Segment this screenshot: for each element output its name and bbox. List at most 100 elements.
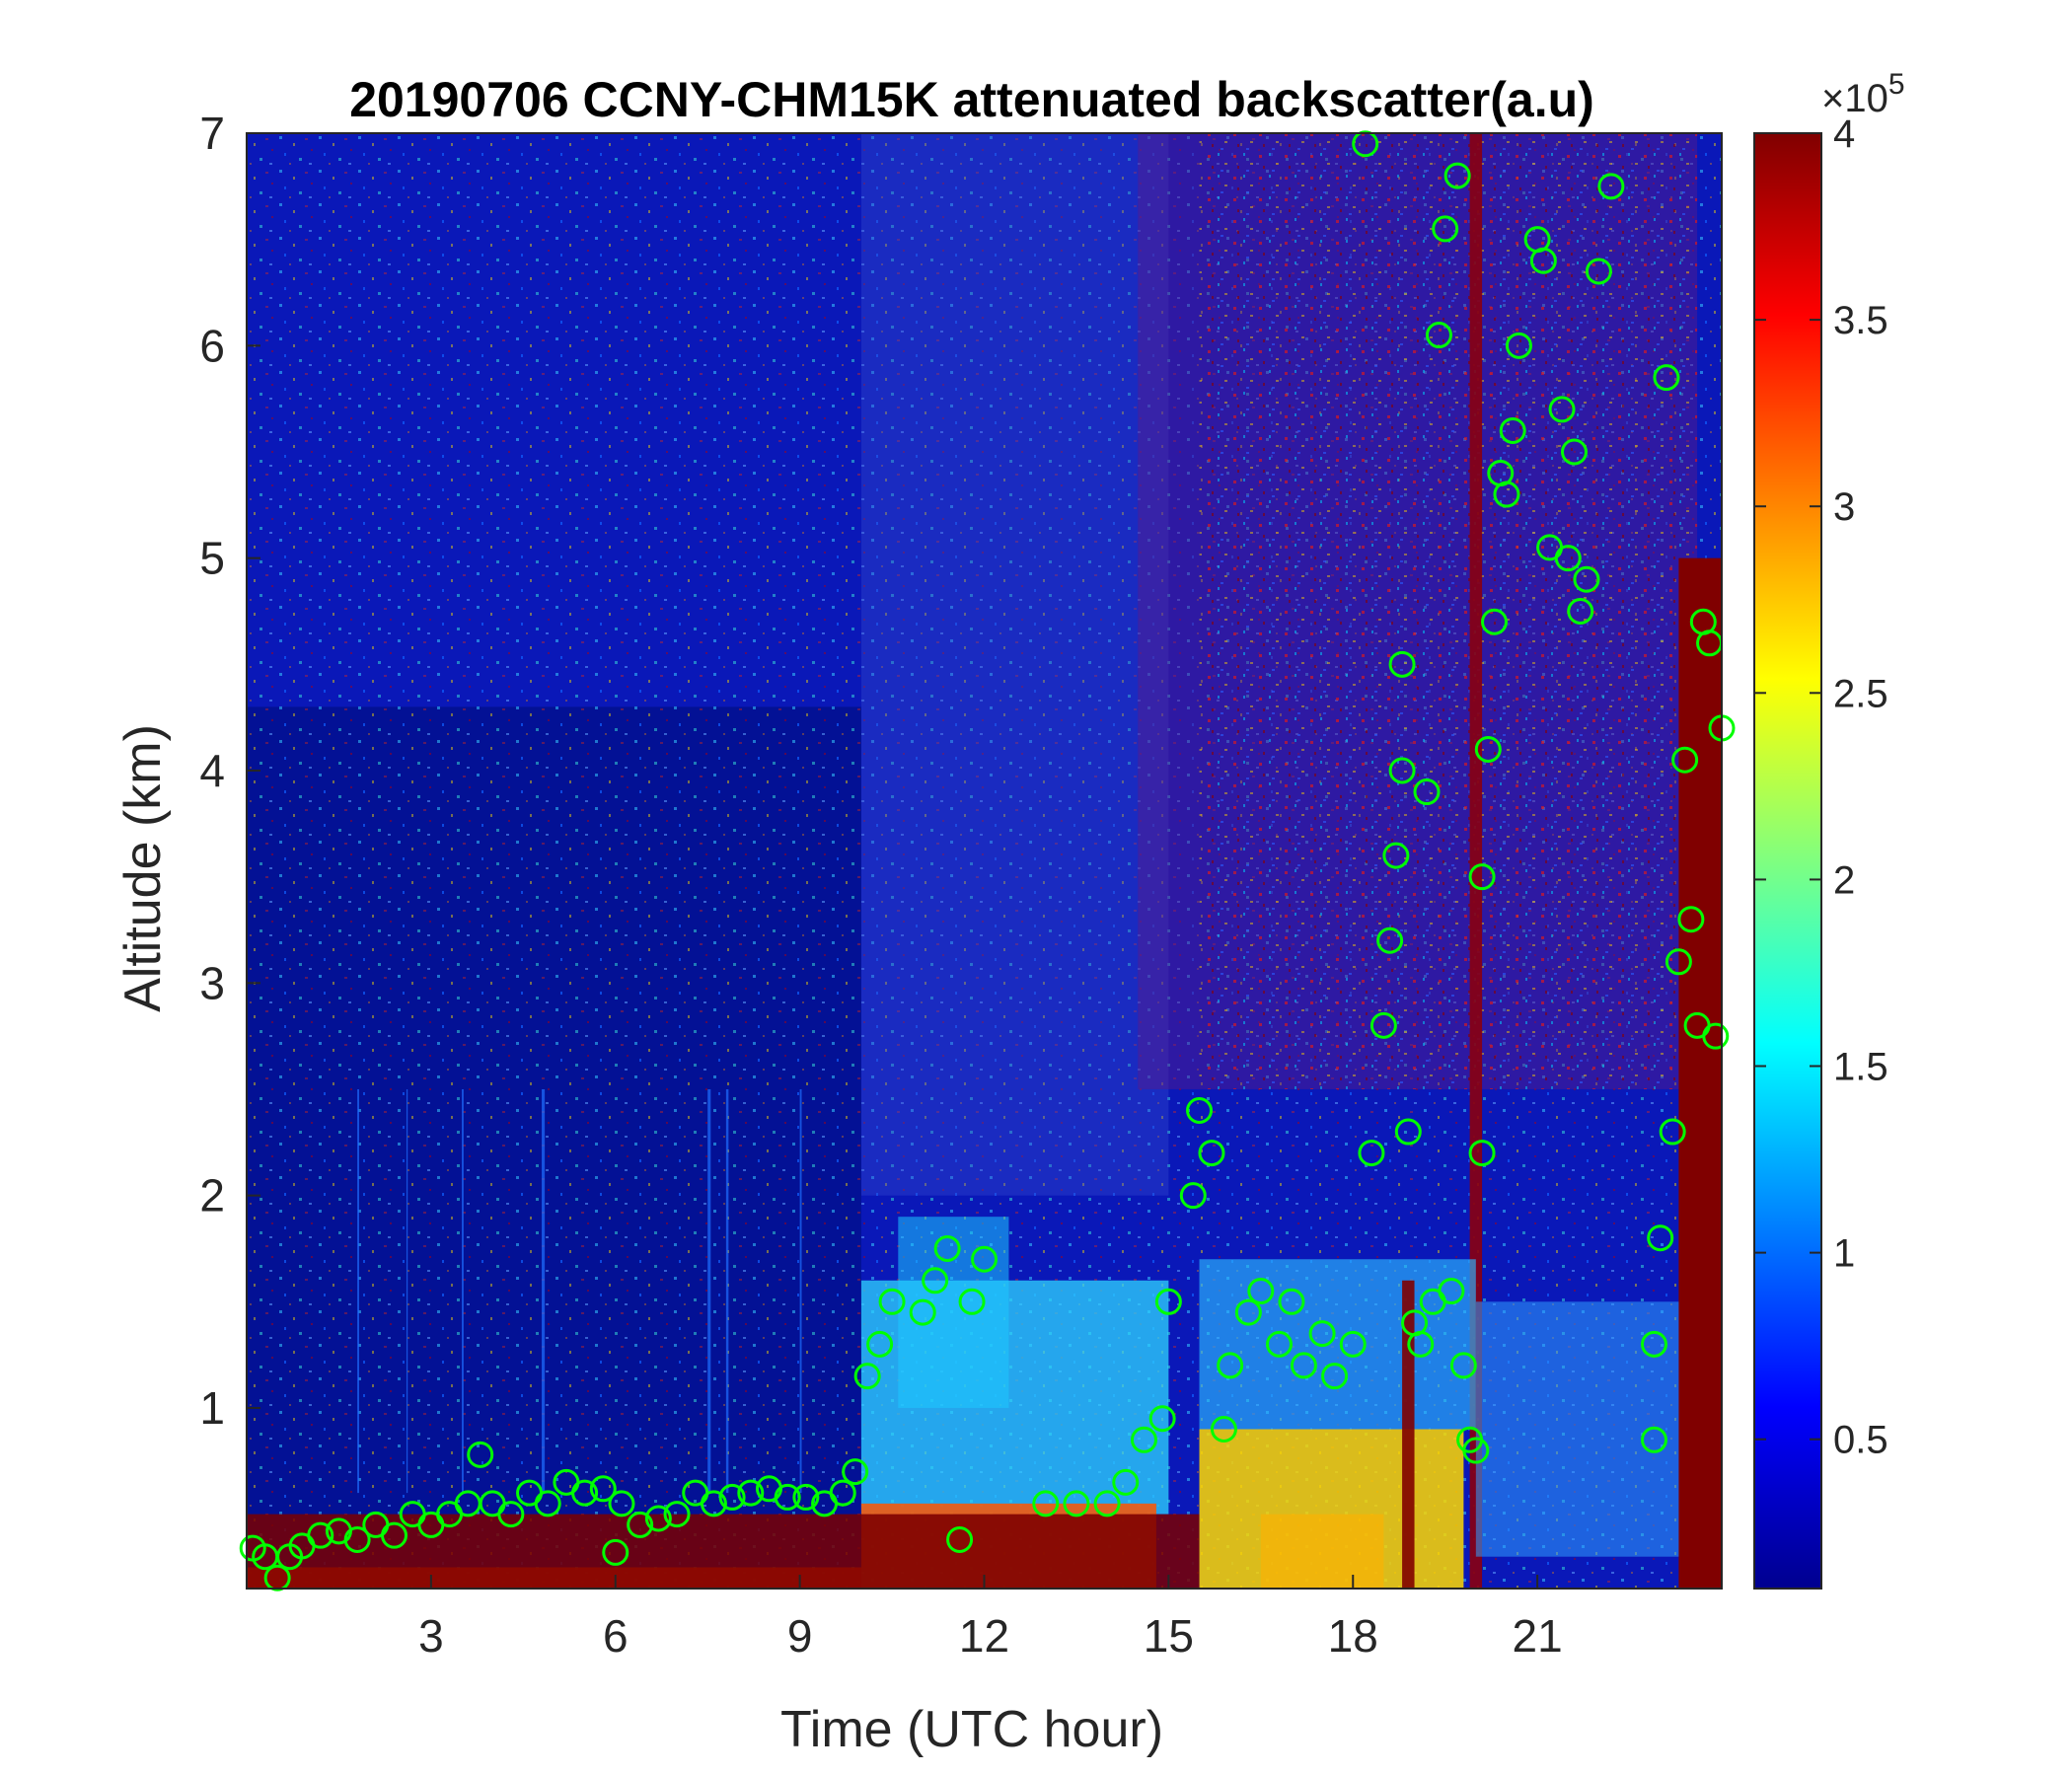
data-point [958,1288,986,1315]
data-point [1499,416,1526,444]
colorbar-tick-label: 1.5 [1833,1046,1888,1089]
data-point [866,1330,894,1358]
data-point [1339,1330,1367,1358]
x-tick-label: 12 [959,1610,1009,1662]
data-point [663,1501,691,1528]
heatmap-streak-0 [357,1088,359,1494]
data-point [1388,757,1416,784]
heatmap-streak-3 [542,1088,546,1494]
data-point [1438,1278,1465,1305]
data-point [1130,1426,1157,1453]
data-point [1548,396,1576,423]
data-point [381,1521,407,1549]
data-point [1290,1352,1317,1379]
data-point [467,1441,494,1468]
data-point [1148,1405,1176,1433]
data-point [878,1288,906,1315]
colorbar-tick-label: 3.5 [1833,299,1888,342]
data-point [1481,608,1509,635]
heatmap-streak-6 [799,1088,802,1494]
data-point [1234,1298,1262,1326]
data-point [718,1483,746,1511]
data-point [263,1564,291,1591]
data-point [853,1363,881,1390]
colorbar-exponent: ×105 [1821,68,1905,120]
heatmap-dense-noise [1199,133,1698,1089]
data-point [946,1525,974,1553]
data-point [1432,215,1459,243]
data-point [700,1490,727,1517]
data-point [1647,1224,1674,1252]
data-point [1382,842,1410,869]
data-point [1198,1140,1225,1167]
y-tick-label: 5 [199,533,225,584]
data-point [1278,1288,1305,1315]
colorbar-ticks: 0.5 1 1.5 2 2.5 3 3.5 4 [1754,112,1888,1462]
data-point [1640,1426,1667,1453]
data-point [1413,778,1441,806]
data-point [307,1521,334,1549]
data-point [1665,948,1692,976]
data-point [1388,650,1416,678]
data-point [1554,545,1582,572]
colorbar-tick-label: 1 [1833,1232,1855,1276]
heatmap-red-streak [1402,1280,1415,1589]
data-point [1640,1330,1667,1358]
heatmap-cyan-afternoon [1199,1259,1476,1430]
colorbar-tick-label: 4 [1833,112,1855,156]
data-point [1474,735,1502,763]
heatmap-streak-2 [462,1088,464,1494]
data-point [1321,1363,1349,1390]
data-point [1308,1320,1336,1348]
data-point [1567,597,1594,625]
heatmap-streak-5 [725,1088,729,1494]
heatmap-dark-red-base [247,1514,1200,1589]
colorbar-exponent-power: 5 [1888,68,1905,101]
data-point [608,1490,635,1517]
data-point [922,1267,949,1295]
data-point [1702,1022,1730,1050]
data-point [1443,162,1471,189]
data-point [627,1511,654,1538]
heatmap-cyan-top [898,1217,1009,1408]
heatmap-streak-4 [707,1088,711,1494]
y-tick-label: 7 [199,108,225,159]
scatter-markers [239,130,1736,1591]
data-point [1210,1416,1237,1443]
colorbar-tick-label: 2 [1833,858,1855,902]
x-axis-ticks: 3 6 9 12 15 18 21 [418,1575,1563,1662]
x-tick-label: 15 [1144,1610,1194,1662]
x-tick-label: 3 [418,1610,444,1662]
data-point [737,1479,765,1507]
y-tick-label: 4 [199,745,225,796]
data-point [909,1298,936,1326]
data-point [343,1525,371,1553]
heatmap-mid-noise [860,133,1169,1196]
data-point [571,1479,599,1507]
data-point [774,1483,801,1511]
data-point [1653,364,1680,392]
colorbar-tick-label: 2.5 [1833,672,1888,715]
x-tick-label: 9 [787,1610,813,1662]
data-point [1462,1437,1490,1464]
data-point [1573,565,1600,593]
data-point [1217,1352,1244,1379]
data-point [1063,1490,1090,1517]
data-point [1659,1118,1686,1146]
chart-title: 20190706 CCNY-CHM15K attenuated backscat… [349,72,1594,127]
y-tick-label: 6 [199,320,225,371]
data-point [829,1479,856,1507]
data-point [971,1245,998,1273]
y-tick-label: 1 [199,1382,225,1434]
data-point [602,1538,629,1566]
data-point [1529,247,1557,274]
data-point [1369,1011,1397,1039]
data-point [497,1501,525,1528]
data-point [1179,1182,1207,1210]
data-point [1468,1140,1496,1167]
data-point [1186,1097,1214,1125]
data-point [1394,1118,1422,1146]
x-axis-label: Time (UTC hour) [780,1701,1163,1758]
heatmap-red-column [1469,133,1483,1589]
data-point [1493,481,1520,508]
